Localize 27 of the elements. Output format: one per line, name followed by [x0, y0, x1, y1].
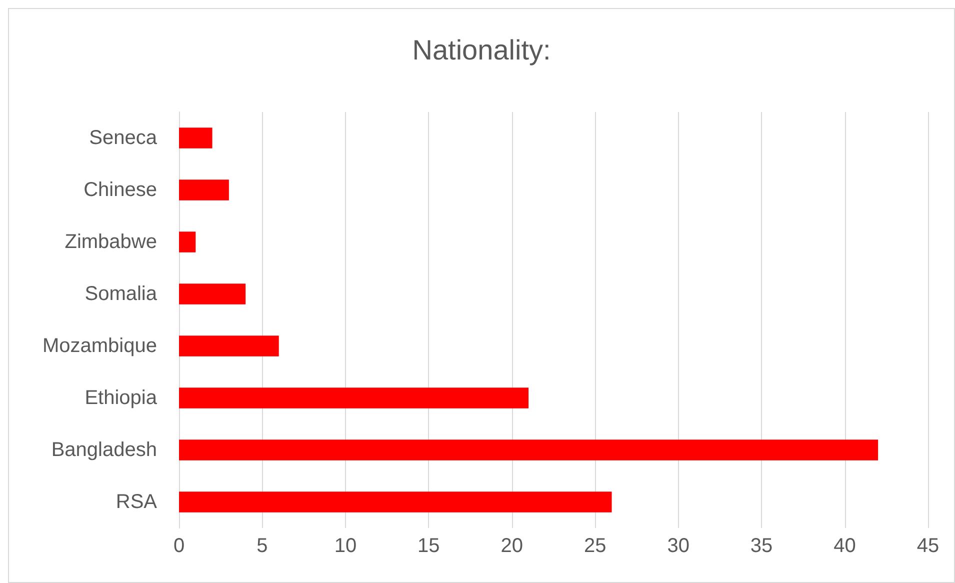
x-tick-label: 5 [256, 535, 268, 557]
x-tick-label: 10 [334, 535, 357, 557]
bar [179, 284, 246, 304]
y-tick-label: Mozambique [42, 335, 157, 357]
x-tick-label: 25 [584, 535, 606, 557]
bar [179, 180, 229, 200]
bar [179, 232, 196, 252]
x-tick-label: 45 [916, 535, 940, 557]
x-tick-label: 30 [667, 535, 690, 557]
x-tick-label: 15 [418, 535, 440, 557]
bar [179, 128, 212, 148]
x-tick-label: 0 [173, 535, 185, 557]
y-tick-label: Somalia [84, 283, 158, 305]
y-tick-label: Bangladesh [51, 439, 157, 461]
x-tick-label: 20 [500, 535, 524, 557]
x-tick-label: 35 [750, 535, 773, 557]
y-tick-label: Ethiopia [84, 387, 158, 409]
bar [179, 440, 878, 460]
bar [179, 492, 612, 512]
y-tick-label: RSA [116, 491, 158, 513]
y-tick-label: Chinese [84, 179, 157, 201]
y-tick-label: Zimbabwe [64, 231, 157, 253]
x-tick-label: 40 [834, 535, 856, 557]
bar [179, 336, 279, 356]
y-tick-label: Seneca [89, 127, 158, 149]
bar [179, 388, 529, 408]
chart-title: Nationality: [412, 34, 551, 66]
